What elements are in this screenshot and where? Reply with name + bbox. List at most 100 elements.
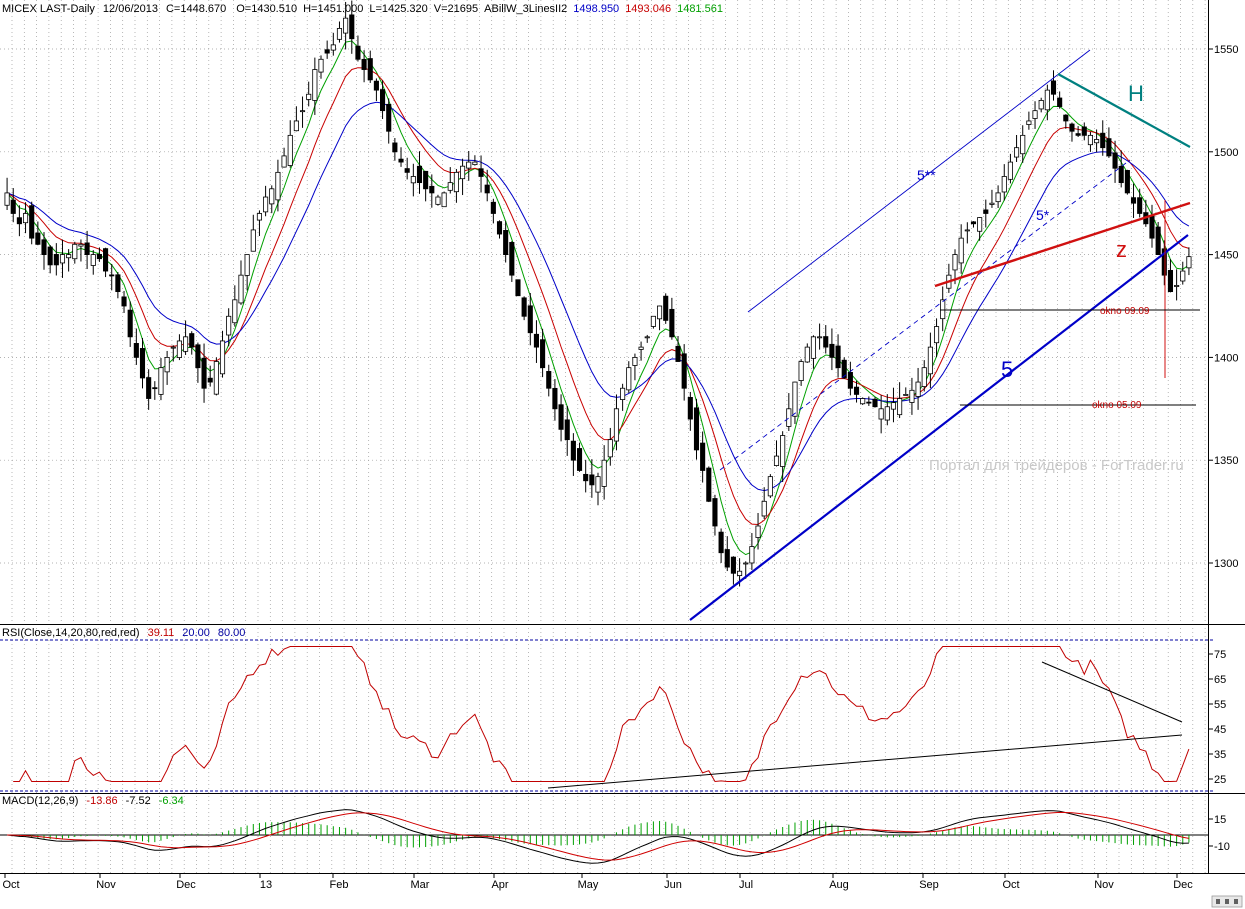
candle — [1001, 164, 1007, 201]
candle — [595, 472, 601, 506]
rsi-tick-label: 45 — [1214, 724, 1226, 736]
time-tick-label: Jul — [739, 879, 753, 891]
candle — [872, 397, 878, 408]
candle — [841, 357, 847, 380]
label-5ss: 5** — [917, 167, 936, 183]
candle — [1180, 261, 1186, 285]
okno-0509-label: okno 05.09 — [1092, 400, 1142, 411]
channel-upper-line — [747, 49, 1091, 313]
candle — [53, 243, 59, 276]
candle — [176, 334, 182, 361]
rsi-low-level: 20.00 — [182, 627, 210, 639]
candle — [897, 382, 903, 419]
candle — [1137, 188, 1143, 218]
candle — [589, 459, 595, 498]
candle — [718, 528, 724, 563]
candlesticks — [4, 0, 1192, 587]
candle — [435, 194, 441, 206]
macd-tick-label: 15 — [1214, 814, 1226, 826]
candle — [970, 221, 977, 228]
candle — [964, 222, 970, 244]
rsi-support-line — [547, 734, 1183, 789]
macd-label: MACD(12,26,9) — [2, 795, 78, 807]
high-text: H=1451.000 — [303, 3, 363, 15]
candle — [1112, 140, 1118, 183]
candle — [59, 239, 66, 278]
candle — [1106, 127, 1112, 158]
time-tick-label: Dec — [1173, 879, 1193, 891]
label-h: H — [1128, 81, 1144, 106]
candle — [355, 35, 361, 62]
candle — [866, 396, 872, 406]
candle — [650, 315, 656, 329]
candle — [133, 328, 139, 365]
candle — [1063, 114, 1069, 129]
candle — [219, 330, 226, 378]
label-5s: 5* — [1036, 207, 1050, 223]
candle — [712, 494, 718, 536]
candle — [410, 163, 416, 197]
rsi-levels — [0, 639, 1215, 792]
candle — [1026, 111, 1032, 130]
time-tick-label: Sep — [919, 879, 939, 891]
candle — [1124, 169, 1130, 195]
candle — [915, 367, 921, 410]
indicator-text: ABillW_3LinesII2 — [484, 3, 567, 15]
candle — [509, 241, 515, 282]
scroll-corner-widget[interactable] — [1211, 895, 1243, 908]
macd-signal-line — [7, 811, 1189, 861]
rsi-axis: 25 35 45 55 65 75 — [1208, 649, 1226, 786]
price-tick-label: 1550 — [1214, 44, 1238, 56]
price-panel — [0, 0, 1208, 624]
candle — [1094, 129, 1100, 153]
candle — [478, 155, 484, 193]
candle — [933, 318, 940, 357]
candle — [1032, 101, 1038, 129]
candle — [755, 512, 761, 550]
candle — [669, 297, 675, 340]
candle — [878, 395, 884, 434]
time-tick-label: Mar — [411, 879, 430, 891]
candle — [989, 189, 995, 208]
candle — [158, 358, 164, 401]
candle — [564, 405, 570, 456]
line2-value: 1493.046 — [625, 3, 671, 15]
candle — [453, 169, 459, 203]
candle — [398, 147, 404, 167]
candle — [84, 230, 90, 270]
candle — [16, 205, 22, 237]
date-text: 12/06/2013 — [103, 3, 158, 15]
rsi-value: 39.11 — [148, 627, 175, 639]
candle — [35, 221, 41, 246]
rsi-header: RSI(Close,14,20,80,red,red) 39.11 20.00 80.… — [2, 627, 245, 639]
rsi-high-level: 80.00 — [218, 627, 246, 639]
candle — [269, 185, 275, 214]
candle — [700, 431, 706, 483]
candle — [503, 221, 509, 263]
candle — [853, 380, 860, 403]
candle — [78, 239, 84, 262]
candle — [810, 335, 816, 369]
candle — [761, 487, 767, 520]
candle — [890, 387, 897, 423]
candle — [441, 191, 447, 208]
line1-value: 1498.950 — [573, 3, 619, 15]
time-tick-label: Aug — [829, 879, 849, 891]
candle — [570, 433, 576, 476]
time-tick-label: 13 — [260, 879, 272, 891]
candle — [1087, 132, 1093, 152]
candle — [749, 533, 755, 570]
candle — [343, 1, 349, 50]
candle — [1186, 247, 1192, 276]
candle — [447, 167, 453, 194]
rsi-line — [13, 646, 1190, 783]
macd-tick-label: -10 — [1214, 841, 1230, 853]
candle — [527, 293, 533, 346]
candle — [429, 174, 435, 208]
macd-value: -13.86 — [86, 795, 117, 807]
candle — [183, 320, 189, 355]
candle — [1050, 70, 1057, 101]
candle — [558, 394, 564, 442]
candle — [66, 249, 72, 272]
